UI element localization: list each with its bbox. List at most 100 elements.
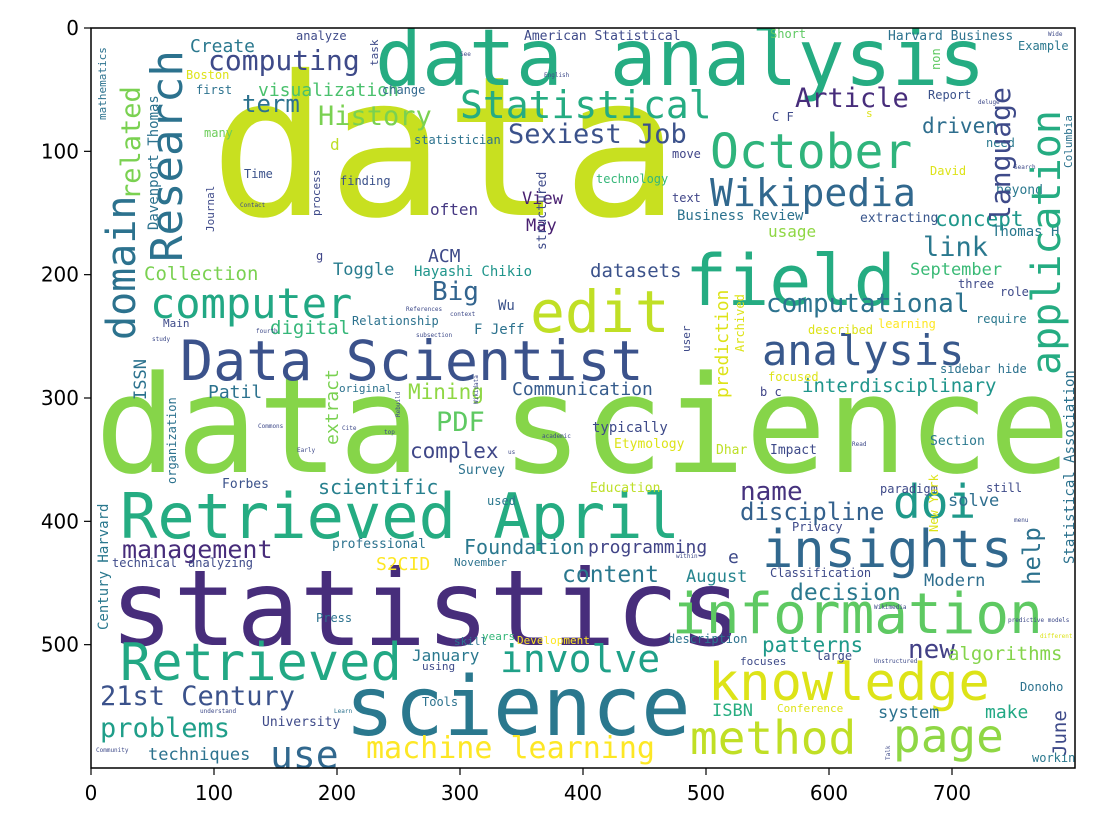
cloud-word: d: [330, 135, 340, 154]
cloud-word: field: [685, 240, 896, 322]
cloud-word-vertical: application: [1024, 110, 1070, 375]
cloud-word: Statistical: [460, 83, 712, 127]
x-tick-label: 400: [564, 781, 602, 805]
cloud-word: solve: [948, 491, 999, 511]
y-tick-label: 0: [66, 16, 79, 40]
cloud-word: Impact: [770, 443, 817, 458]
cloud-word: data analysis: [375, 14, 985, 104]
cloud-word: analyze: [296, 29, 347, 43]
x-tick-label: 0: [85, 781, 98, 805]
cloud-word-vertical: June: [1049, 710, 1071, 756]
cloud-word: learning: [878, 317, 936, 331]
cloud-word: role: [1000, 285, 1029, 299]
y-tick-label: 300: [41, 386, 79, 410]
cloud-word-vertical: Century Harvard: [96, 504, 112, 630]
x-tick-label: 700: [933, 781, 971, 805]
cloud-word: many: [204, 126, 233, 140]
cloud-word: Article: [795, 83, 909, 114]
cloud-word: Modern: [924, 571, 985, 591]
cloud-word: analysis: [762, 326, 964, 375]
cloud-word-vertical: structured: [535, 172, 550, 250]
cloud-word: Patil: [208, 382, 262, 403]
cloud-word: top: [384, 429, 395, 436]
cloud-word: See: [460, 51, 471, 58]
cloud-word: b c: [760, 385, 782, 399]
cloud-word: Wide: [1048, 31, 1063, 38]
x-tick-label: 500: [687, 781, 725, 805]
cloud-word: menu: [1014, 517, 1029, 524]
cloud-word: Retrieved April: [120, 480, 680, 553]
cloud-word: David: [930, 164, 966, 178]
cloud-word: Toggle: [333, 260, 394, 280]
x-tick-label: 300: [441, 781, 479, 805]
cloud-word: Mining: [408, 380, 484, 404]
cloud-word: digital: [270, 317, 350, 339]
y-tick-label: 100: [41, 139, 79, 163]
cloud-word: within: [676, 553, 698, 560]
cloud-word: data science: [95, 347, 1070, 504]
x-tick-label: 600: [810, 781, 848, 805]
cloud-word: still: [986, 481, 1022, 495]
cloud-word: s: [866, 107, 873, 120]
cloud-word: system: [878, 703, 939, 723]
cloud-word: January: [412, 646, 480, 665]
cloud-word: Conference: [777, 702, 843, 715]
cloud-word: original: [339, 382, 392, 395]
cloud-word: driven: [922, 114, 998, 138]
cloud-word: C F: [772, 110, 794, 124]
x-axis: 0 100 200 300 400 500 600 700: [85, 768, 971, 805]
cloud-word-vertical: language: [984, 87, 1017, 222]
x-tick-label: 100: [195, 781, 233, 805]
cloud-word: decision: [790, 580, 901, 606]
cloud-word: need: [986, 136, 1015, 150]
cloud-word: interdisciplinary: [802, 375, 996, 397]
cloud-word: Harvard Business: [888, 29, 1013, 44]
cloud-word: concept: [935, 207, 1024, 231]
cloud-word: using: [422, 660, 455, 673]
cloud-word: management: [122, 535, 273, 564]
cloud-word: three: [958, 277, 994, 291]
cloud-word: finding: [340, 174, 391, 188]
cloud-word: datasets: [590, 260, 682, 282]
cloud-word: F Jeff: [474, 322, 525, 338]
cloud-word: insights: [762, 520, 1012, 580]
cloud-word: Communication: [512, 379, 653, 400]
cloud-word: analyzing: [188, 556, 253, 570]
cloud-word: e: [728, 547, 739, 568]
cloud-word: Early: [297, 447, 315, 454]
cloud-word: move: [672, 147, 701, 161]
cloud-word: Big: [432, 277, 479, 307]
cloud-word: g: [316, 249, 323, 263]
cloud-word: May: [526, 216, 557, 236]
cloud-word: American Statistical: [524, 29, 681, 44]
cloud-word: knowledge: [708, 653, 990, 713]
cloud-word: method: [690, 711, 856, 765]
cloud-word: August: [686, 567, 747, 587]
cloud-word: machine learning: [366, 731, 655, 766]
cloud-word: involve: [500, 637, 660, 681]
cloud-word: Classification: [770, 566, 871, 580]
cloud-word: often: [430, 200, 478, 219]
cloud-word: us: [508, 449, 516, 456]
cloud-word: page: [893, 709, 1004, 763]
cloud-word: extracting: [860, 211, 938, 226]
cloud-word: Unstructured: [874, 658, 918, 665]
cloud-word: description: [668, 632, 747, 646]
cloud-word: focuses: [740, 655, 786, 668]
cloud-word: described: [808, 323, 873, 337]
cloud-word: View: [522, 189, 564, 209]
cloud-word: first: [196, 83, 232, 97]
cloud-word: different: [1040, 633, 1073, 640]
cloud-word-vertical: Davenport Thomas: [146, 95, 162, 230]
cloud-word: change: [382, 83, 425, 97]
cloud-word: PDF: [436, 407, 485, 438]
cloud-word: Privacy: [792, 520, 843, 534]
cloud-word: new: [908, 635, 955, 665]
cloud-word: technical: [112, 556, 177, 570]
cloud-word: term: [242, 90, 300, 118]
cloud-word: English: [544, 72, 570, 79]
cloud-word: Main: [163, 317, 190, 330]
cloud-word: September: [910, 260, 1002, 280]
cloud-word: science: [345, 660, 691, 755]
